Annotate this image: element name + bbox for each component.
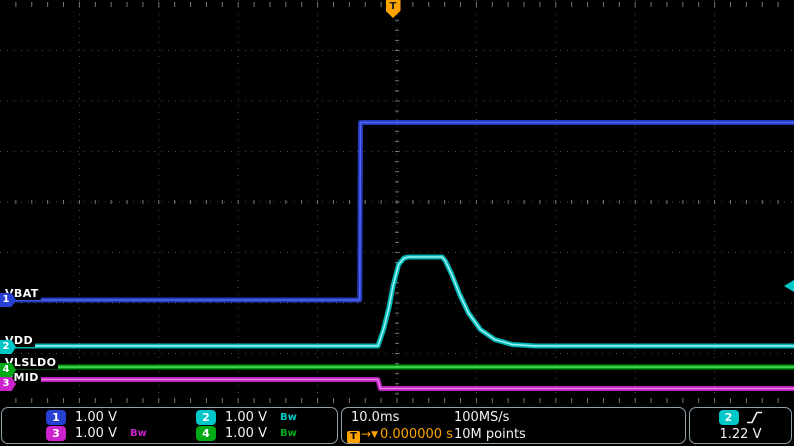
graticule-and-traces bbox=[0, 0, 794, 404]
ch1-badge: 1 bbox=[46, 409, 66, 425]
trigger-source-badge: 2 bbox=[718, 410, 739, 425]
horizontal-readout-box[interactable]: 10.0ms 100MS/s T →▼ 0.000000 s 10M points bbox=[341, 407, 686, 444]
triangle-down-icon: ▼ bbox=[371, 430, 378, 440]
ch2-scale-value: 1.00 V bbox=[225, 409, 267, 425]
channel-2-ground-marker[interactable]: 2 bbox=[0, 340, 16, 354]
ch2-readout[interactable]: 2 1.00 V Bw bbox=[196, 409, 337, 425]
ch3-bandwidth-label: Bw bbox=[129, 428, 147, 440]
trace-pmid bbox=[0, 378, 794, 390]
ch3-readout[interactable]: 3 1.00 V Bw bbox=[46, 426, 196, 442]
trigger-readout-box[interactable]: 2 1.22 V bbox=[689, 407, 792, 444]
arrow-right-icon: → bbox=[361, 427, 372, 441]
trigger-flag-icon: T bbox=[347, 431, 360, 443]
channel-scale-readout-box[interactable]: 1 1.00 V 2 1.00 V Bw 3 1.00 V Bw 4 1.00 … bbox=[1, 407, 338, 444]
trigger-position-readout: T →▼ 0.000000 s bbox=[347, 427, 453, 443]
trigger-level-arrow-icon[interactable] bbox=[784, 280, 794, 292]
ch1-scale-value: 1.00 V bbox=[75, 409, 117, 425]
ch3-badge: 3 bbox=[46, 426, 66, 442]
channel-1-ground-marker[interactable]: 1 bbox=[0, 293, 16, 307]
trigger-level-value: 1.22 V bbox=[719, 427, 762, 442]
sample-rate: 100MS/s bbox=[454, 410, 510, 425]
readout-bar: 1 1.00 V 2 1.00 V Bw 3 1.00 V Bw 4 1.00 … bbox=[0, 404, 794, 446]
ch4-badge: 4 bbox=[196, 426, 216, 442]
waveform-display: T 1 VBAT 2 VDD 4 VLSLDO 3 PMID bbox=[0, 0, 794, 404]
timebase-scale: 10.0ms bbox=[351, 410, 400, 425]
record-length: 10M points bbox=[454, 427, 526, 442]
channel-4-ground-marker[interactable]: 4 bbox=[0, 363, 16, 377]
trigger-position-value: 0.000000 s bbox=[379, 427, 453, 442]
ch4-scale-value: 1.00 V bbox=[225, 426, 267, 442]
ch2-bandwidth-label: Bw bbox=[279, 411, 297, 423]
trigger-position-marker-icon[interactable]: T bbox=[385, 0, 401, 18]
channel-4-signal-label: VLSLDO bbox=[3, 356, 59, 369]
trace-vbat bbox=[0, 121, 794, 301]
ch3-scale-value: 1.00 V bbox=[75, 426, 117, 442]
trace-vdd bbox=[0, 256, 794, 347]
ch4-bandwidth-label: Bw bbox=[279, 428, 297, 440]
rising-edge-slope-icon bbox=[746, 411, 762, 424]
channel-3-ground-marker[interactable]: 3 bbox=[0, 377, 16, 391]
ch1-readout[interactable]: 1 1.00 V bbox=[46, 409, 196, 425]
ch4-readout[interactable]: 4 1.00 V Bw bbox=[196, 426, 337, 442]
ch2-badge: 2 bbox=[196, 409, 216, 425]
